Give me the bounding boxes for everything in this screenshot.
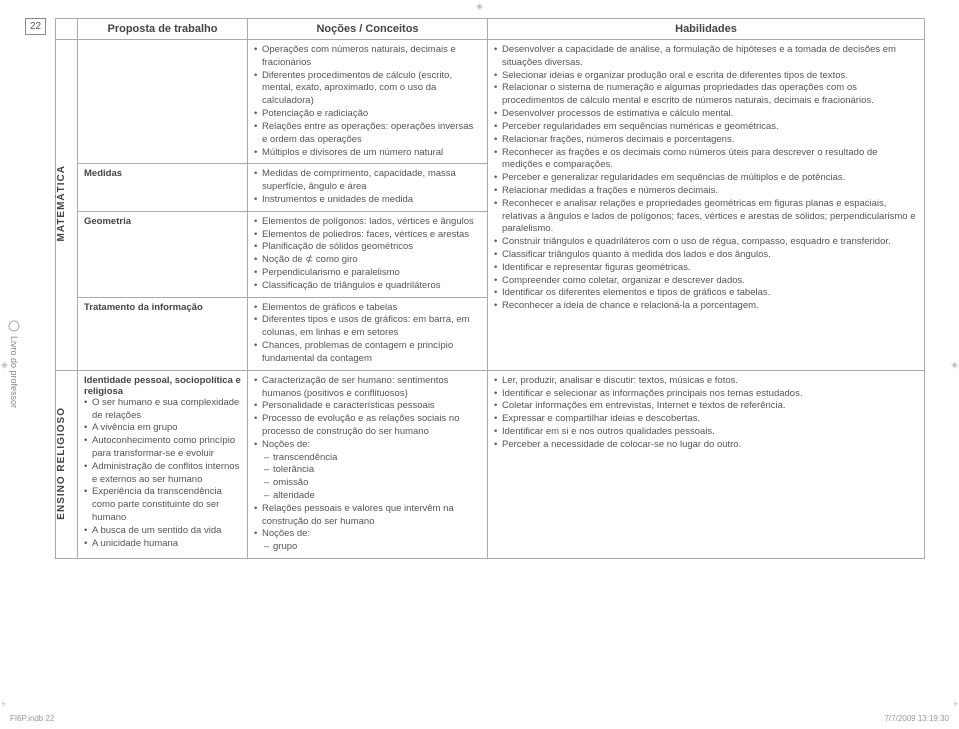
list-item: Instrumentos e unidades de medida [254,194,481,207]
list-item: Personalidade e características pessoais [254,400,481,413]
mat-nocoes-1: Operações com números naturais, decimais… [248,40,488,164]
page-number: 22 [25,18,46,35]
list-item: Relacionar o sistema de numeração e algu… [494,82,918,108]
list-item: Diferentes procedimentos de cálculo (esc… [254,70,481,108]
rel-row: ENSINO RELIGIOSO Identidade pessoal, soc… [56,370,925,558]
list-item: grupo [264,541,481,554]
page-content: Proposta de trabalho Noções / Conceitos … [55,18,925,559]
list-item: Medidas de comprimento, capacidade, mass… [254,168,481,194]
footer-timestamp: 7/7/2009 13:19:30 [884,714,949,723]
list-item: Caracterização de ser humano: sentimento… [254,375,481,401]
mat-row-1: MATEMÁTICA Operações com números naturai… [56,40,925,164]
crop-mark-br: + [953,699,958,709]
list-item: Desenvolver a capacidade de análise, a f… [494,44,918,70]
list-item: Desenvolver processos de estimativa e cá… [494,108,918,121]
crop-mark-right: ◈ [951,359,958,370]
mat-proposta-3: Geometria [78,211,248,297]
rel-nocoes: Caracterização de ser humano: sentimento… [248,370,488,558]
header-proposta: Proposta de trabalho [78,19,248,40]
list-item: Autoconhecimento como princípio para tra… [84,435,241,461]
swirl-icon [8,320,20,332]
header-habilidades: Habilidades [488,19,925,40]
list-item: Reconhecer e analisar relações e proprie… [494,198,918,236]
page-footer: FI6P.indb 22 7/7/2009 13:19:30 [10,714,949,723]
list-item: Perpendicularismo e paralelismo [254,267,481,280]
spine-label: Livro do professor [8,320,20,408]
list-item: Reconhecer a ideia de chance e relacioná… [494,300,918,313]
list-item: Identificar em si e nos outros qualidade… [494,426,918,439]
list-item: Perceber regularidades em sequências num… [494,121,918,134]
list-item: Identificar e selecionar as informações … [494,388,918,401]
list-item: Identificar e representar figuras geomét… [494,262,918,275]
spine-text: Livro do professor [9,336,19,408]
list-item: Perceber a necessidade de colocar-se no … [494,439,918,452]
list-item: tolerância [264,464,481,477]
list-item: Perceber e generalizar regularidades em … [494,172,918,185]
list-item: Noções de: [254,439,481,452]
list-item: Diferentes tipos e usos de gráficos: em … [254,314,481,340]
mat-habilidades: Desenvolver a capacidade de análise, a f… [488,40,925,371]
crop-mark-top: ◈ [476,1,483,12]
header-row: Proposta de trabalho Noções / Conceitos … [56,19,925,40]
list-item: Experiência da transcendência como parte… [84,486,241,524]
mat-nocoes-4: Elementos de gráficos e tabelasDiferente… [248,297,488,370]
list-item: Elementos de gráficos e tabelas [254,302,481,315]
subject-matematica: MATEMÁTICA [56,165,67,241]
list-item: Elementos de poliedros: faces, vértices … [254,229,481,242]
list-item: Reconhecer as frações e os decimais como… [494,147,918,173]
list-item: Compreender como coletar, organizar e de… [494,275,918,288]
list-item: Potenciação e radiciação [254,108,481,121]
list-item: Chances, problemas de contagem e princíp… [254,340,481,366]
curriculum-table: Proposta de trabalho Noções / Conceitos … [55,18,925,559]
list-item: Identificar os diferentes elementos e ti… [494,287,918,300]
list-item: Relacionar medidas a frações e números d… [494,185,918,198]
list-item: Relacionar frações, números decimais e p… [494,134,918,147]
subject-religioso-cell: ENSINO RELIGIOSO [56,370,78,558]
list-item: Selecionar ideias e organizar produção o… [494,70,918,83]
list-item: A busca de um sentido da vida [84,525,241,538]
list-item: A unicidade humana [84,538,241,551]
list-item: Administração de conflitos internos e ex… [84,461,241,487]
list-item: Expressar e compartilhar ideias e descob… [494,413,918,426]
list-item: A vivência em grupo [84,422,241,435]
list-item: Noção de ⊄ como giro [254,254,481,267]
list-item: transcendência [264,452,481,465]
list-item: Processo de evolução e as relações socia… [254,413,481,439]
mat-proposta-1 [78,40,248,164]
subject-religioso: ENSINO RELIGIOSO [56,407,67,520]
list-item: omissão [264,477,481,490]
list-item: Ler, produzir, analisar e discutir: text… [494,375,918,388]
mat-proposta-4: Tratamento da informação [78,297,248,370]
rel-proposta-title: Identidade pessoal, sociopolítica e reli… [84,375,241,397]
list-item: Planificação de sólidos geométricos [254,241,481,254]
footer-file: FI6P.indb 22 [10,714,54,723]
crop-mark-left: ◈ [1,359,8,370]
list-item: Coletar informações em entrevistas, Inte… [494,400,918,413]
list-item: Classificação de triângulos e quadriláte… [254,280,481,293]
crop-mark-bl: + [1,699,6,709]
list-item: Elementos de polígonos: lados, vértices … [254,216,481,229]
list-item: Relações entre as operações: operações i… [254,121,481,147]
rel-habilidades: Ler, produzir, analisar e discutir: text… [488,370,925,558]
list-item: Classificar triângulos quanto à medida d… [494,249,918,262]
list-item: Relações pessoais e valores que intervêm… [254,503,481,529]
header-empty [56,19,78,40]
mat-proposta-2: Medidas [78,164,248,211]
header-nocoes: Noções / Conceitos [248,19,488,40]
list-item: Múltiplos e divisores de um número natur… [254,147,481,160]
list-item: Noções de: [254,528,481,541]
subject-matematica-cell: MATEMÁTICA [56,40,78,371]
list-item: O ser humano e sua complexidade de relaç… [84,397,241,423]
list-item: alteridade [264,490,481,503]
mat-nocoes-3: Elementos de polígonos: lados, vértices … [248,211,488,297]
rel-proposta: Identidade pessoal, sociopolítica e reli… [78,370,248,558]
mat-nocoes-2: Medidas de comprimento, capacidade, mass… [248,164,488,211]
list-item: Operações com números naturais, decimais… [254,44,481,70]
list-item: Construir triângulos e quadriláteros com… [494,236,918,249]
